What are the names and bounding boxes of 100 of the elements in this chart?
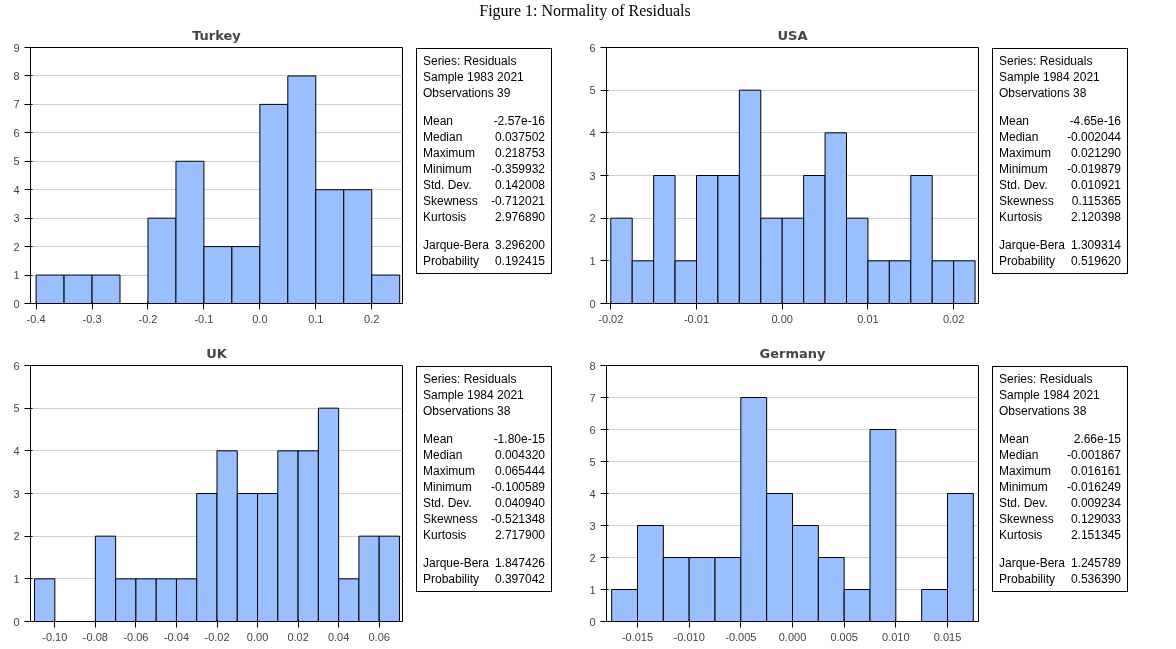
text: Observations 38 [999, 403, 1088, 419]
text: Minimum -0.100589 [423, 480, 545, 494]
x-tick-label: 0.005 [830, 630, 858, 643]
text: Probability 0.397042 [423, 572, 545, 586]
text: Mean -1.80e-15 [423, 432, 545, 446]
text: Series: Residuals [999, 53, 1094, 69]
text: Maximum 0.218753 [423, 146, 545, 160]
y-tick-label: 5 [13, 402, 20, 415]
x-tick-label: 0.02 [942, 312, 965, 325]
y-tick-label: 2 [13, 240, 20, 253]
text: Mean 2.66e-15 [999, 432, 1121, 446]
y-tick-label: 2 [589, 551, 596, 564]
y-tick-label: 6 [13, 359, 20, 372]
x-tick-label: 0.2 [364, 312, 380, 325]
y-tick-label: 4 [589, 126, 596, 139]
text: Std. Dev. 0.010921 [999, 178, 1121, 192]
y-tick-label: 2 [589, 212, 596, 225]
y-tick-label: 1 [589, 254, 596, 267]
y-tick-label: 5 [589, 455, 596, 468]
text: Median 0.037502 [423, 130, 545, 144]
text: Maximum 0.021290 [999, 146, 1121, 160]
y-tick-label: 1 [13, 269, 20, 282]
y-tick-label: 5 [589, 84, 596, 97]
y-tick-label: 3 [589, 169, 596, 182]
x-tick-label: -0.08 [82, 630, 108, 643]
text: Probability 0.192415 [423, 254, 545, 268]
text: Median -0.002044 [999, 130, 1121, 144]
y-tick-label: 3 [13, 212, 20, 225]
text: Maximum 0.065444 [423, 464, 545, 478]
x-tick-label: 0.06 [368, 630, 390, 643]
text: Sample 1983 2021 [423, 69, 525, 85]
text: Series: Residuals [423, 53, 518, 69]
x-tick-label: -0.005 [725, 630, 757, 643]
x-tick-label: 0.010 [882, 630, 910, 643]
text: Probability 0.536390 [999, 572, 1121, 586]
y-tick-label: 8 [13, 69, 20, 82]
text: Minimum -0.359932 [423, 162, 545, 176]
x-tick-label: -0.1 [194, 312, 214, 325]
y-tick-label: 1 [13, 572, 20, 585]
x-tick-label: -0.01 [683, 312, 710, 325]
text: Skewness 0.129033 [999, 512, 1121, 526]
y-tick-label: 0 [589, 615, 596, 628]
text: Minimum -0.016249 [999, 480, 1121, 494]
x-tick-label: -0.04 [163, 630, 189, 643]
text: Skewness 0.115365 [999, 194, 1121, 208]
y-tick-label: 4 [589, 487, 596, 500]
x-tick-label: 0.00 [771, 312, 793, 325]
chart-title: UK [206, 345, 228, 361]
text: Probability 0.519620 [999, 254, 1121, 268]
y-tick-label: 3 [589, 519, 596, 532]
x-tick-label: 0.015 [933, 630, 962, 643]
y-tick-label: 3 [13, 487, 20, 500]
text: Median 0.004320 [423, 448, 545, 462]
x-tick-label: 0.0 [252, 312, 268, 325]
y-tick-label: 6 [589, 423, 596, 436]
y-tick-label: 4 [13, 444, 20, 457]
x-tick-label: 0.00 [246, 630, 269, 643]
text: Jarque-Bera 3.296200 [423, 237, 545, 253]
y-tick-label: 5 [13, 155, 20, 168]
y-tick-label: 9 [13, 41, 20, 54]
x-tick-label: -0.2 [138, 312, 158, 325]
text: Kurtosis 2.120398 [999, 210, 1121, 224]
text: Skewness -0.712021 [423, 193, 545, 209]
text: Mean -4.65e-16 [999, 114, 1121, 128]
text: Kurtosis 2.976890 [423, 210, 545, 224]
text: Jarque-Bera 1.309314 [999, 237, 1121, 253]
chart-title: Germany [759, 345, 826, 361]
x-tick-label: -0.3 [82, 312, 102, 325]
text: Kurtosis 2.717900 [423, 528, 545, 542]
text: Series: Residuals [999, 371, 1094, 387]
x-tick-label: 0.000 [778, 630, 807, 643]
text: Sample 1984 2021 [999, 387, 1101, 403]
text: Median -0.001867 [999, 448, 1121, 462]
text: Observations 39 [423, 85, 512, 101]
text: Minimum -0.019879 [999, 162, 1121, 176]
x-tick-label: 0.02 [287, 630, 309, 643]
text: Std. Dev. 0.142008 [423, 178, 545, 192]
y-tick-label: 4 [13, 183, 20, 196]
text: Sample 1984 2021 [423, 387, 525, 403]
text: Observations 38 [999, 85, 1088, 101]
x-tick-label: -0.02 [204, 630, 230, 643]
y-tick-label: 2 [13, 530, 20, 543]
text: Jarque-Bera 1.245789 [999, 555, 1121, 571]
text: Sample 1984 2021 [999, 69, 1101, 85]
x-tick-label: -0.06 [123, 630, 149, 643]
x-tick-label: 0.01 [857, 312, 879, 325]
x-tick-label: -0.4 [26, 312, 46, 325]
y-tick-label: 0 [13, 297, 20, 310]
y-tick-label: 7 [13, 98, 20, 111]
chart-title: USA [777, 27, 808, 43]
y-tick-label: 0 [589, 297, 596, 310]
x-tick-label: 0.04 [327, 630, 350, 643]
x-tick-label: 0.1 [308, 312, 324, 325]
text: Figure 1: Normality of Residuals [478, 1, 692, 22]
y-tick-label: 6 [13, 126, 20, 139]
text: Series: Residuals [423, 371, 518, 387]
x-tick-label: -0.010 [673, 630, 705, 643]
y-tick-label: 7 [589, 391, 596, 404]
text: Std. Dev. 0.009234 [999, 496, 1121, 510]
text: Jarque-Bera 1.847426 [423, 555, 545, 571]
